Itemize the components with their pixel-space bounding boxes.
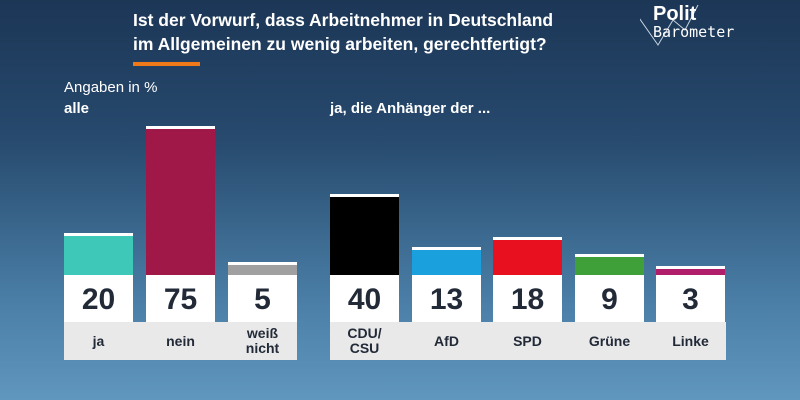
category-label: Linke (672, 332, 709, 349)
data-label: 3 (656, 275, 725, 322)
title-underline (133, 62, 200, 66)
bar (412, 246, 481, 275)
unit-label: Angaben in % (64, 79, 158, 96)
data-label: 18 (493, 275, 562, 322)
bar (493, 236, 562, 275)
data-label: 5 (228, 275, 297, 322)
politbarometer-logo: Polit Barometer (640, 3, 734, 46)
category-label: CDU/ CSU (347, 325, 382, 356)
data-label: 20 (64, 275, 133, 322)
label-band-all (64, 322, 297, 360)
data-label: 40 (330, 275, 399, 322)
data-label: 9 (575, 275, 644, 322)
chart-title: Ist der Vorwurf, dass Arbeitnehmer in De… (133, 8, 653, 56)
category-label: Grüne (588, 332, 631, 349)
category-label: ja (92, 332, 105, 349)
logo-line1: Polit (653, 3, 697, 25)
category-label: AfD (434, 332, 459, 349)
bar (575, 254, 644, 275)
category-label: SPD (513, 332, 542, 349)
title-line-1: Ist der Vorwurf, dass Arbeitnehmer in De… (133, 10, 554, 30)
bar (146, 125, 215, 275)
group-label-parties: ja, die Anhänger der ... (330, 100, 491, 117)
category-label: weiß nicht (245, 325, 280, 356)
bar (330, 194, 399, 275)
bar (656, 266, 725, 275)
category-label: nein (166, 332, 195, 349)
data-label: 75 (146, 275, 215, 322)
bar (228, 262, 297, 275)
bar (64, 233, 133, 275)
title-line-2: im Allgemeinen zu wenig arbeiten, gerech… (133, 34, 547, 54)
label-band-parties (330, 322, 726, 360)
group-label-all: alle (64, 100, 90, 117)
data-label: 13 (412, 275, 481, 322)
logo-line2: Barometer (653, 23, 734, 41)
